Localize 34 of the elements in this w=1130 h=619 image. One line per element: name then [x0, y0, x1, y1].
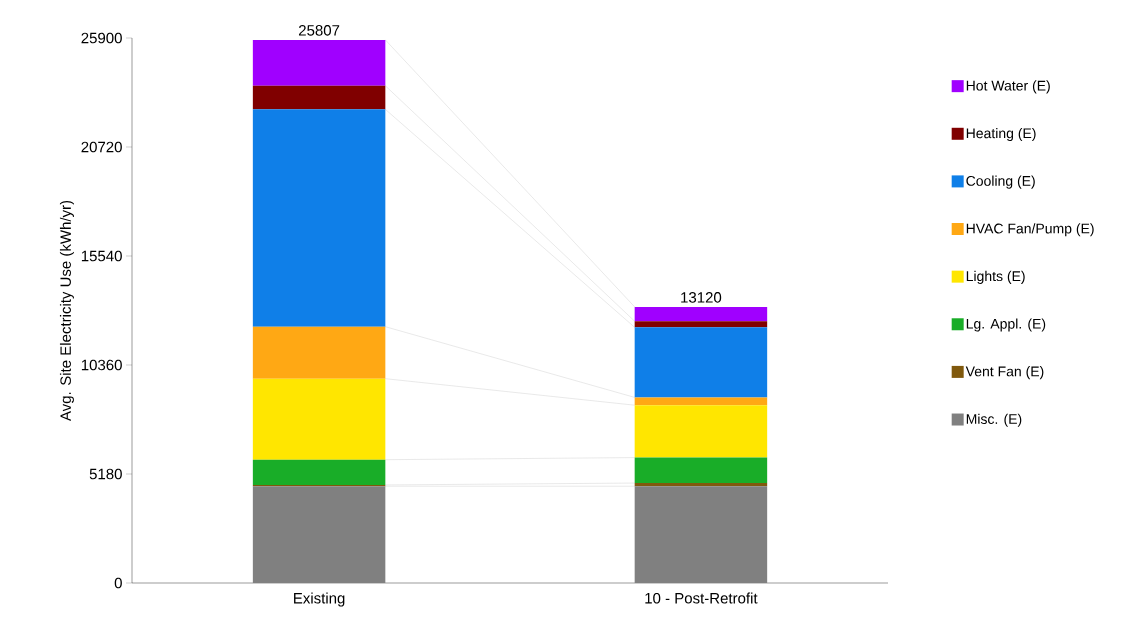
- legend-label: Cooling (E): [966, 175, 1035, 189]
- legend-label: Vent Fan (E): [965, 366, 1044, 380]
- y-tick-label: 5180: [89, 468, 122, 480]
- bar: [634, 306, 768, 322]
- legend-label: Misc. (E): [966, 413, 1022, 427]
- x-tick-label: 10 - Post-Retrofit: [645, 592, 758, 604]
- total-label: 25807: [298, 25, 340, 36]
- y-tick-label: 0: [114, 577, 122, 589]
- bar: [252, 85, 386, 110]
- legend-label: Hot Water (E): [966, 80, 1050, 94]
- legend-label: HVAC Fan/Pump (E): [966, 223, 1094, 237]
- y-axis-title: Avg. Site Electricity Use (kWh/yr): [59, 200, 74, 422]
- bar: [634, 486, 768, 583]
- bar: [634, 457, 768, 484]
- legend-label: Heating (E): [966, 127, 1036, 142]
- y-tick-label: 10360: [81, 359, 122, 371]
- bar: [252, 378, 386, 460]
- bar: [252, 486, 386, 583]
- y-tick-label: 20720: [81, 141, 122, 153]
- legend-label: Lg. Appl. (E): [966, 318, 1046, 332]
- bar: [634, 327, 768, 398]
- x-tick-label: Existing: [294, 592, 345, 607]
- legend-label: Lights (E): [966, 270, 1025, 284]
- bar: [252, 109, 386, 327]
- bar: [252, 39, 386, 86]
- y-tick-label: 15540: [81, 250, 122, 262]
- bar: [634, 405, 768, 458]
- total-label: 13120: [681, 292, 722, 303]
- bar: [634, 397, 768, 406]
- bar: [634, 321, 768, 328]
- bar: [252, 459, 386, 485]
- y-tick-label: 25900: [81, 32, 122, 44]
- bar: [252, 326, 386, 379]
- bar: [634, 483, 768, 487]
